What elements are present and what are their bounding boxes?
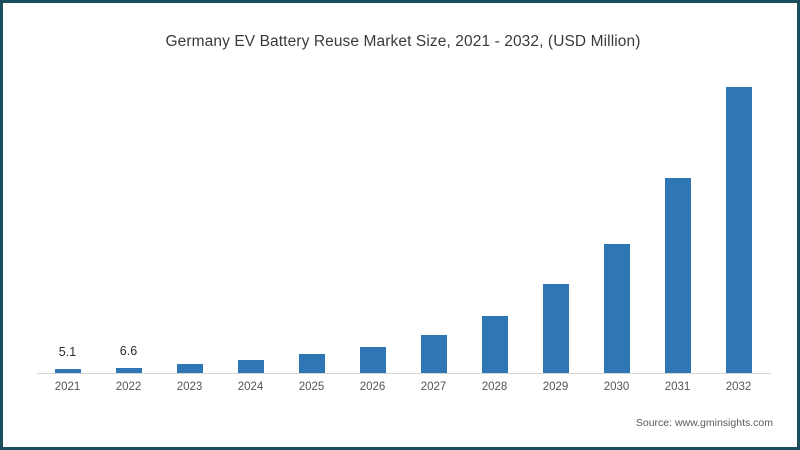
bar-column (342, 73, 403, 373)
x-tick-2026: 2026 (359, 381, 386, 393)
bar-column (708, 73, 769, 373)
bar-column (525, 73, 586, 373)
data-label-2021: 5.1 (58, 345, 77, 360)
x-tick-2027: 2027 (420, 381, 447, 393)
bar-column (403, 73, 464, 373)
bar-2027[interactable] (420, 335, 447, 373)
bar-column (159, 73, 220, 373)
x-tick-2024: 2024 (237, 381, 264, 393)
bar-2031[interactable] (664, 178, 691, 373)
x-tick-2021: 2021 (54, 381, 81, 393)
bar-column (464, 73, 525, 373)
bar-2024[interactable] (237, 359, 264, 373)
x-tick-2031: 2031 (664, 381, 691, 393)
bar-2025[interactable] (298, 354, 325, 373)
bar-2032[interactable] (725, 86, 752, 373)
bar-2028[interactable] (481, 315, 508, 373)
chart-title: Germany EV Battery Reuse Market Size, 20… (165, 33, 641, 50)
x-axis-line (37, 373, 771, 374)
x-tick-2028: 2028 (481, 381, 508, 393)
data-label-2022: 6.6 (119, 344, 138, 359)
bar-2023[interactable] (176, 363, 203, 373)
bar-2029[interactable] (542, 284, 569, 373)
bar-column (586, 73, 647, 373)
x-tick-2022: 2022 (115, 381, 142, 393)
bar-column (647, 73, 708, 373)
bar-column (220, 73, 281, 373)
bar-2021[interactable] (54, 369, 81, 373)
x-tick-2029: 2029 (542, 381, 569, 393)
x-tick-2032: 2032 (725, 381, 752, 393)
bar-2026[interactable] (359, 346, 386, 373)
bar-column: 5.1 (37, 73, 98, 373)
x-tick-2023: 2023 (176, 381, 203, 393)
bar-2030[interactable] (603, 243, 630, 373)
plot-area: 5.1 6.6 (37, 73, 769, 373)
bar-column: 6.6 (98, 73, 159, 373)
bar-column (281, 73, 342, 373)
x-tick-2025: 2025 (298, 381, 325, 393)
bar-2022[interactable] (115, 368, 142, 373)
source-attribution: Source: www.gminsights.com (635, 417, 773, 429)
x-tick-2030: 2030 (603, 381, 630, 393)
